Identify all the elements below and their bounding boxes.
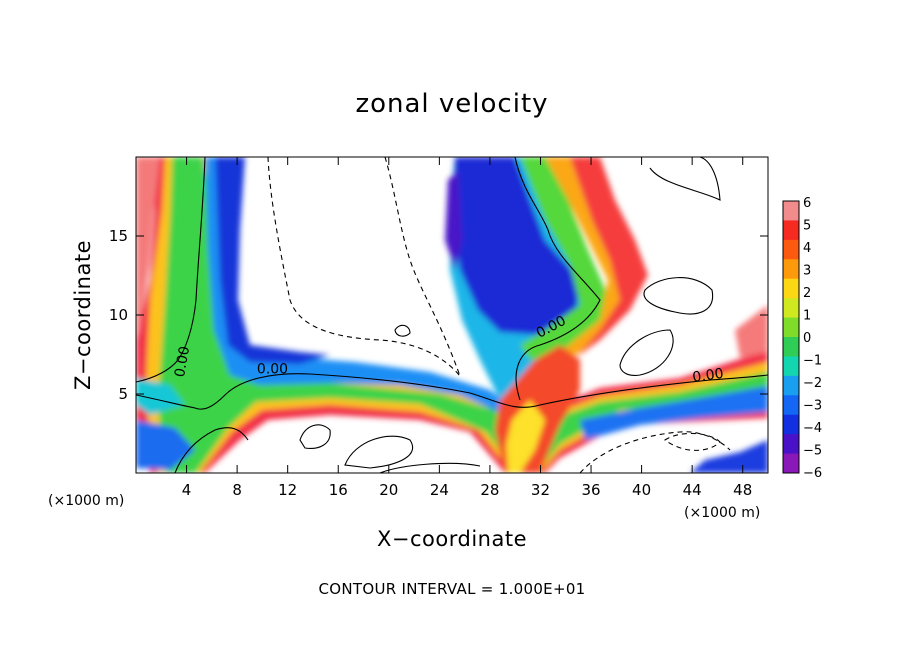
right-lower-blue — [580, 386, 768, 440]
left-jet-darkblue — [215, 157, 330, 364]
colorbar-tick-label: −1 — [803, 354, 822, 369]
colorbar-swatch — [783, 278, 799, 299]
y-tick-label: 15 — [109, 227, 128, 245]
right-wedge-red — [570, 157, 648, 358]
color-field: 0.00 0.000.000.00 — [136, 157, 768, 473]
colorbar-tick-label: −4 — [803, 421, 822, 436]
colorbar-tick-label: 4 — [803, 241, 811, 256]
colorbar-swatch — [783, 453, 799, 474]
contour-right-loop-a — [649, 157, 721, 201]
x-unit-label-right: (×1000 m) — [684, 505, 760, 521]
contour-label: 0.00 — [172, 345, 193, 378]
y-tick-label: 10 — [109, 306, 128, 324]
zero-contour-left-vertical — [136, 157, 206, 383]
y-axis-label: Z−coordinate — [71, 240, 95, 390]
contour-lines — [136, 157, 768, 473]
colorbar-swatch — [783, 337, 799, 357]
contour-right-loop-b — [643, 277, 714, 315]
colorbar-tick-label: 1 — [803, 309, 811, 324]
plot-area: 0.00 0.000.000.00 — [135, 156, 769, 474]
zero-contour-lower-left — [174, 427, 249, 473]
bottom-right-blue — [690, 440, 768, 473]
colorbar-swatch — [783, 259, 799, 280]
colorbar-tick-label: 5 — [803, 219, 811, 234]
colorbar-tick-label: −6 — [803, 466, 822, 481]
x-tick-label: 48 — [733, 481, 752, 499]
x-axis-ticks: 4 8 12 16 20 24 28 32 36 40 44 48 — [182, 157, 752, 499]
colorbar-swatch — [783, 317, 799, 338]
upper-darkblue-region — [452, 157, 580, 335]
upper-purple-edge — [445, 170, 462, 270]
x-tick-label: 40 — [632, 481, 651, 499]
left-jet-green — [158, 157, 768, 473]
colorbar-swatch — [783, 414, 799, 435]
right-wedge-yellow — [545, 157, 632, 355]
y-tick-label: 5 — [118, 385, 128, 403]
contour-right-loop-c — [619, 329, 674, 376]
neg-contour-bottom-right-loop — [664, 432, 721, 451]
colorbar-swatch — [783, 356, 799, 377]
contour-bottom-segment — [379, 462, 481, 473]
colorbar-tick-label: −5 — [803, 444, 822, 459]
colorbar-frame — [782, 200, 800, 474]
x-tick-label: 44 — [683, 481, 702, 499]
colorbar-swatch — [783, 395, 799, 416]
negative-contour-lines — [267, 157, 731, 473]
contour-small-loop — [394, 324, 411, 337]
neg-contour-bottom-right — [579, 431, 731, 473]
neg-contour-upper-left — [267, 157, 461, 377]
bottom-left-cyan — [136, 378, 185, 415]
x-tick-label: 8 — [232, 481, 242, 499]
colorbar-swatch — [783, 434, 799, 455]
x-tick-label: 16 — [329, 481, 348, 499]
right-wedge-green — [520, 157, 610, 360]
colorbar-swatch — [783, 375, 799, 396]
colorbar-tick-label: 2 — [803, 286, 811, 301]
x-tick-label: 4 — [182, 481, 192, 499]
x-unit-label-left: (×1000 m) — [48, 493, 124, 509]
x-tick-label: 32 — [531, 481, 550, 499]
x-tick-label: 12 — [278, 481, 297, 499]
x-tick-label: 36 — [581, 481, 600, 499]
x-axis-label: X−coordinate — [377, 527, 527, 551]
colorbar-swatch — [783, 239, 799, 260]
contour-label: 0.00 — [257, 361, 288, 377]
chart-title: zonal velocity — [355, 89, 548, 119]
central-lower-yellow — [506, 400, 545, 473]
contour-bottom-left-loop — [299, 424, 331, 449]
colorbar-swatch — [783, 298, 799, 319]
bottom-left-blue — [136, 420, 195, 470]
colorbar-tick-label: 0 — [803, 331, 811, 346]
left-edge-red — [136, 157, 160, 340]
zero-contour-main — [136, 373, 768, 410]
colorbar-swatch — [783, 220, 799, 241]
colorbar-tick-label: −2 — [803, 376, 822, 391]
colorbar-swatch — [783, 201, 799, 221]
contour-label: 0.00 — [691, 366, 724, 386]
x-tick-label: 24 — [430, 481, 449, 499]
zero-contour-central — [514, 157, 601, 401]
x-tick-label: 20 — [379, 481, 398, 499]
colorbar-tick-label: −3 — [803, 399, 822, 414]
colorbar: 6 5 4 3 2 1 0 −1 −2 −3 −4 −5 −6 — [782, 196, 822, 481]
colorbar-tick-label: 6 — [803, 196, 811, 211]
colorbar-tick-label: 3 — [803, 264, 811, 279]
contour-bottom-mid-loop — [344, 435, 413, 469]
right-edge-red — [735, 305, 768, 358]
x-tick-label: 28 — [480, 481, 499, 499]
contour-interval-text: CONTOUR INTERVAL = 1.000E+01 — [318, 580, 585, 598]
y-axis-ticks: 5 10 15 — [109, 227, 768, 403]
